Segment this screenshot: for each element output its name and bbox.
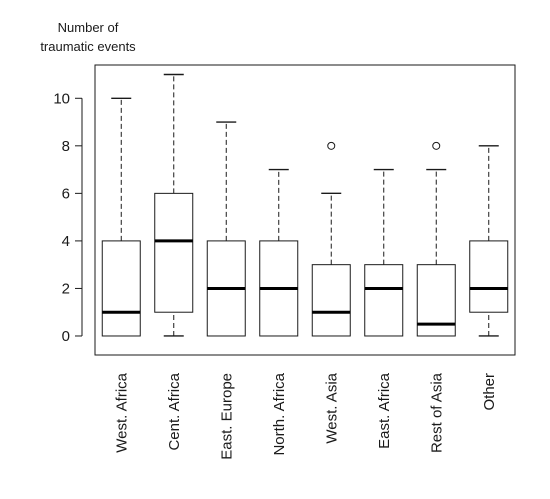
y-tick-label-10: 10 <box>53 90 70 107</box>
box-other <box>469 240 509 313</box>
box-west-asia <box>311 264 351 337</box>
x-tick-label-west-asia: West. Asia <box>323 372 340 443</box>
plot-frame <box>94 64 516 356</box>
x-tick-label-cent-africa: Cent. Africa <box>166 372 183 450</box>
y-tick-label-8: 8 <box>62 138 70 155</box>
y-axis-title: Number of traumatic events <box>18 18 158 56</box>
y-axis-title-line-1: Number of <box>57 20 119 35</box>
outlier-rest-of-asia-0 <box>432 141 441 150</box>
outlier-west-asia-0 <box>327 141 336 150</box>
y-tick-label-2: 2 <box>62 280 70 297</box>
x-tick-label-north-africa: North. Africa <box>271 372 288 455</box>
x-tick-label-west-africa: West. Africa <box>113 372 130 452</box>
box-cent-africa <box>154 192 194 313</box>
x-tick-label-other: Other <box>481 373 498 411</box>
y-tick-label-6: 6 <box>62 185 70 202</box>
y-tick-label-4: 4 <box>62 233 70 250</box>
y-axis-title-line-2: traumatic events <box>40 39 136 54</box>
y-tick-label-0: 0 <box>62 328 70 345</box>
x-tick-label-east-europe: East. Europe <box>218 373 235 460</box>
x-tick-label-rest-of-asia: Rest of Asia <box>428 372 445 453</box>
x-tick-label-east-africa: East. Africa <box>376 372 393 449</box>
box-east-africa <box>364 264 404 337</box>
box-west-africa <box>101 240 141 337</box>
